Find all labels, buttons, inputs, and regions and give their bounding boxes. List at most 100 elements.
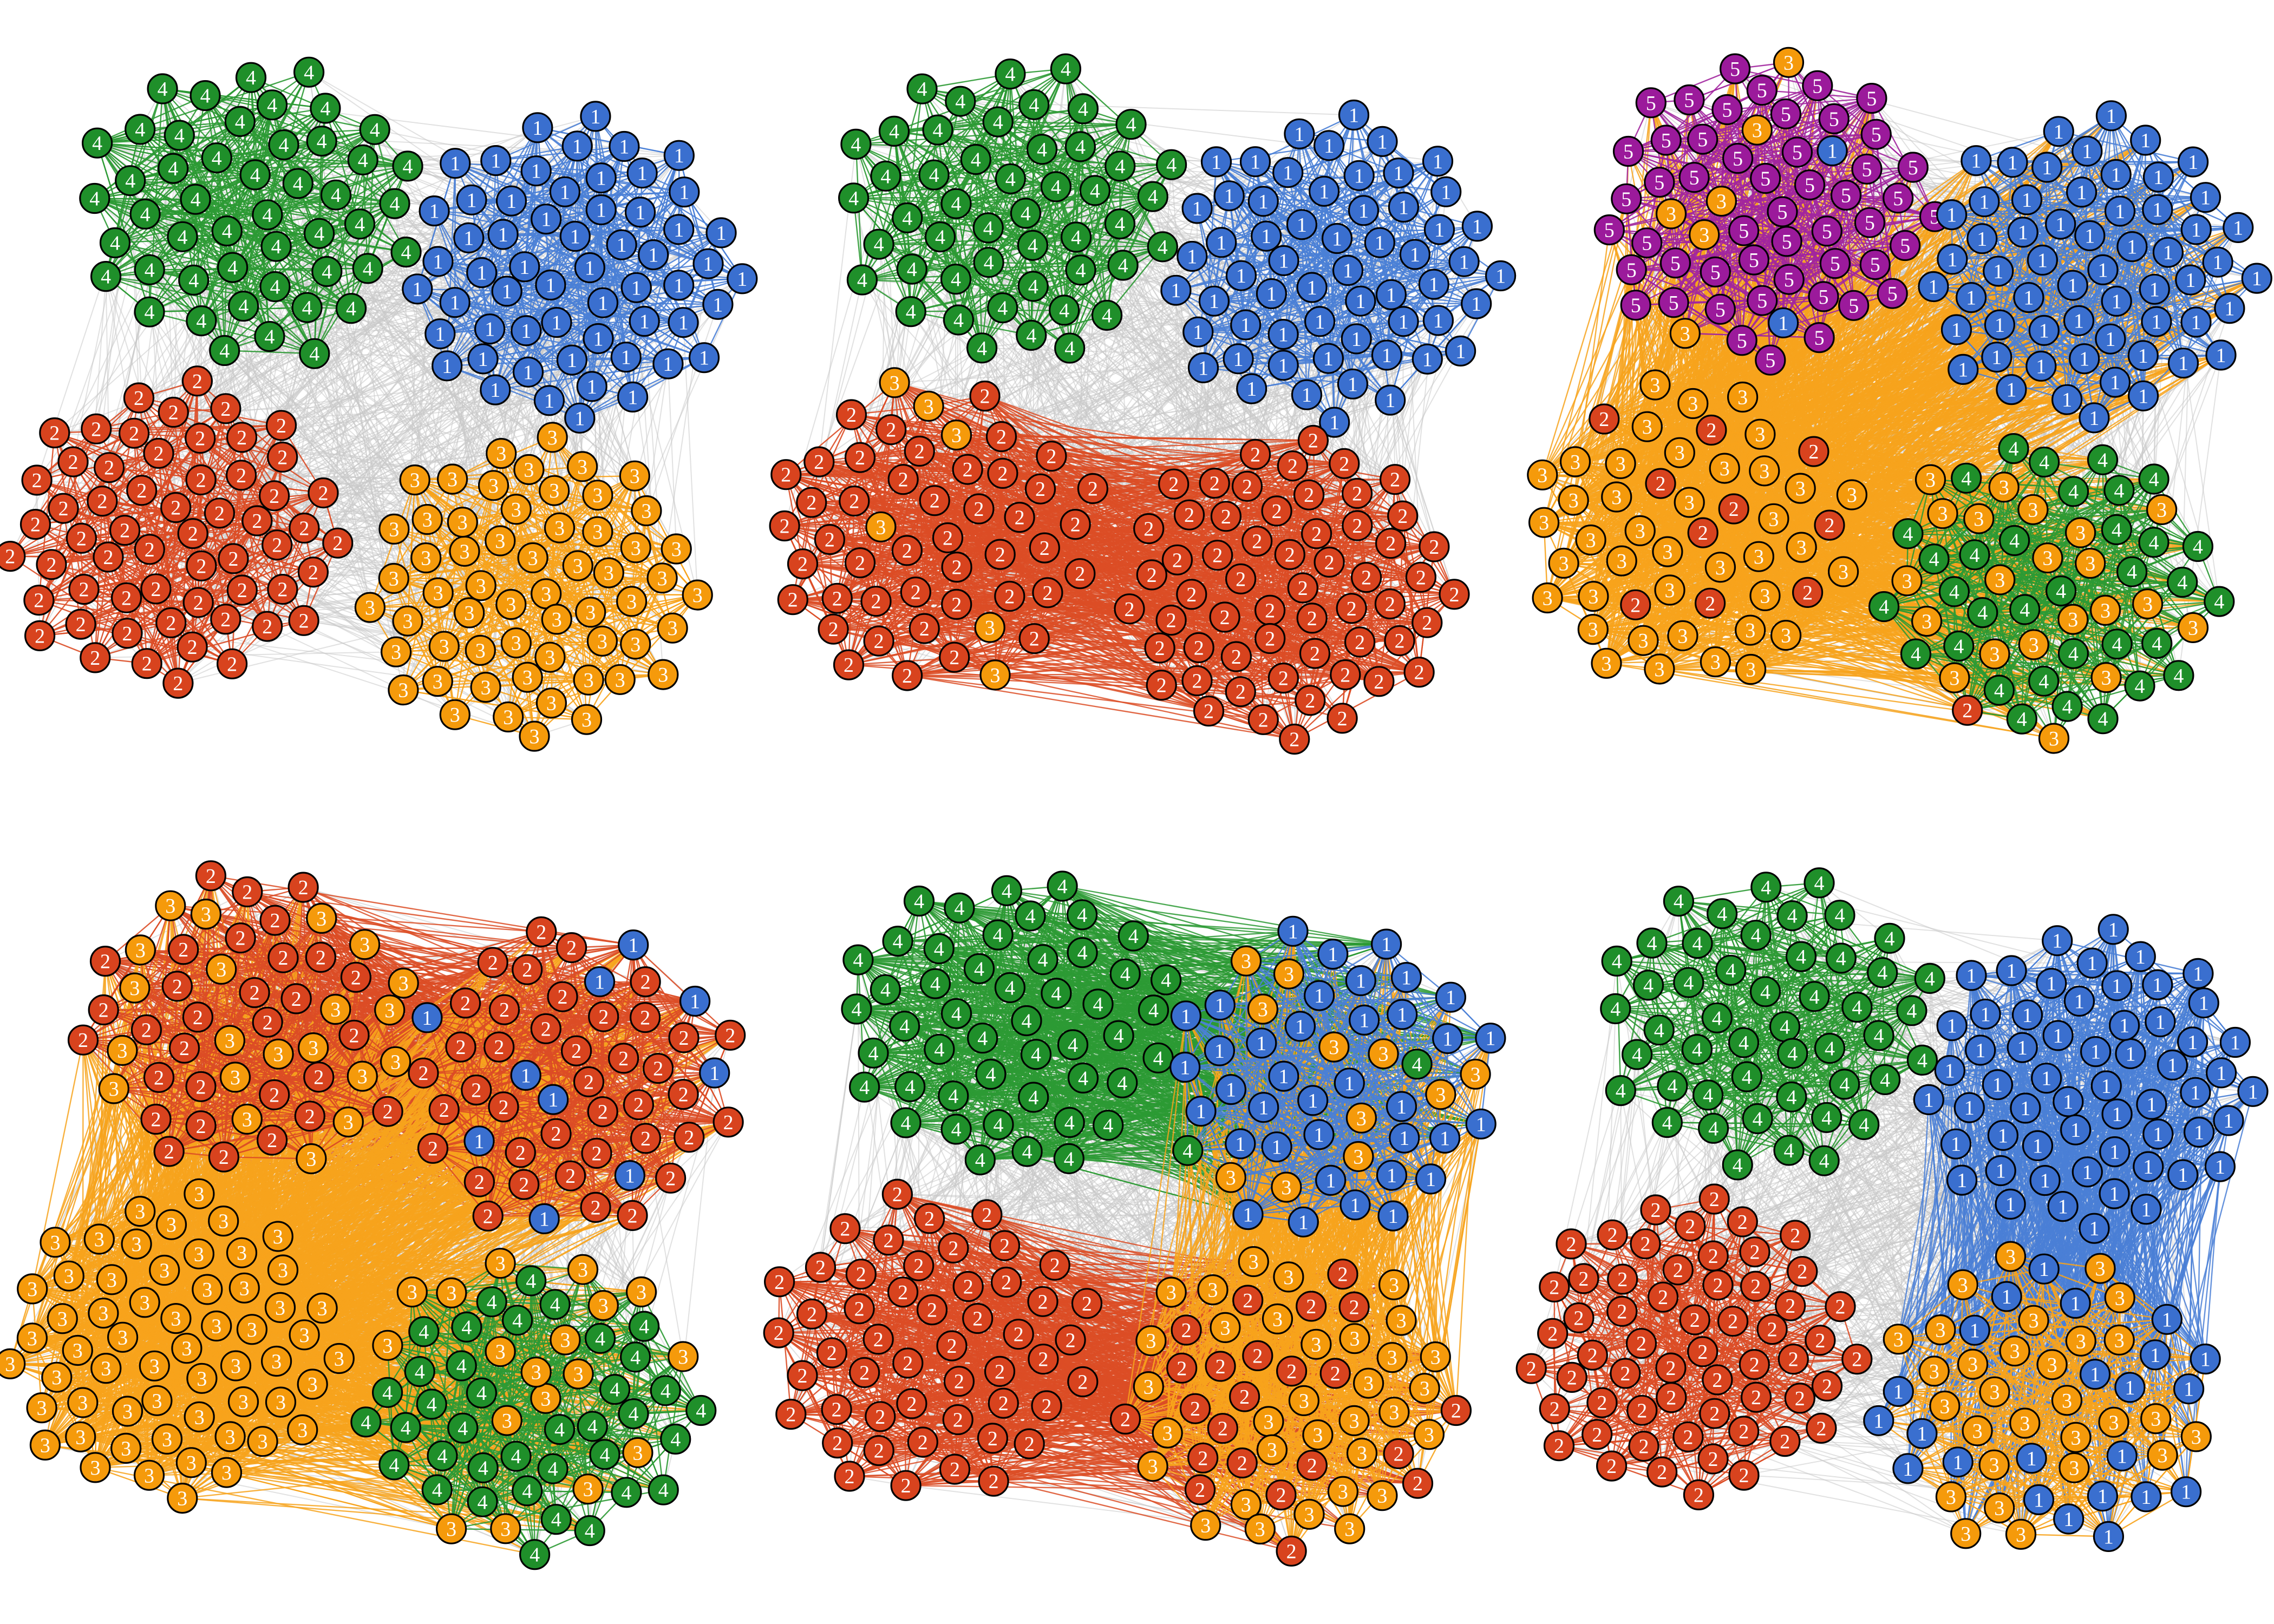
node-community-4: 4 — [305, 219, 334, 248]
node-community-1: 1 — [488, 220, 518, 249]
node-circle — [664, 271, 694, 300]
node-circle — [292, 293, 322, 322]
node-community-4: 4 — [126, 115, 155, 144]
node-circle — [348, 145, 377, 174]
node-community-2: 2 — [309, 479, 338, 508]
node-circle — [649, 660, 678, 689]
node-community-3: 3 — [648, 564, 677, 593]
node-community-4: 4 — [92, 262, 121, 291]
node-community-4: 4 — [348, 145, 377, 174]
node-community-1: 1 — [475, 315, 505, 344]
node-community-4: 4 — [380, 189, 409, 218]
node-circle — [514, 455, 544, 484]
node-circle — [268, 575, 297, 604]
node-circle — [353, 254, 382, 283]
node-community-2: 2 — [161, 493, 191, 522]
node-circle — [380, 514, 409, 543]
node-community-4: 4 — [237, 63, 266, 92]
node-circle — [312, 257, 342, 286]
node-community-1: 1 — [441, 149, 470, 178]
node-circle — [523, 113, 552, 142]
node-community-2: 2 — [298, 558, 328, 587]
node-community-2: 2 — [253, 612, 282, 641]
node-community-1: 1 — [630, 307, 659, 336]
node-community-3: 3 — [380, 514, 409, 543]
node-community-3: 3 — [450, 536, 479, 566]
node-community-2: 2 — [159, 398, 188, 427]
node-community-3: 3 — [382, 637, 411, 666]
node-community-1: 1 — [420, 197, 449, 226]
node-community-4: 4 — [218, 253, 247, 282]
node-circle — [577, 372, 606, 401]
node-community-1: 1 — [557, 345, 586, 375]
node-community-2: 2 — [95, 453, 124, 482]
node-community-2: 2 — [69, 575, 99, 604]
node-community-4: 4 — [312, 257, 342, 286]
node-community-4: 4 — [101, 228, 130, 258]
node-circle — [159, 398, 188, 427]
node-community-1: 1 — [589, 288, 618, 317]
node-community-3: 3 — [632, 496, 661, 526]
edge — [668, 364, 676, 549]
node-circle — [186, 424, 215, 453]
node-community-1: 1 — [534, 386, 564, 415]
node-circle — [135, 297, 164, 326]
node-circle — [583, 517, 612, 546]
node-community-4: 4 — [258, 90, 287, 120]
node-circle — [243, 506, 272, 535]
node-community-3: 3 — [486, 526, 515, 555]
node-community-1: 1 — [728, 264, 757, 293]
node-circle — [300, 339, 329, 368]
node-circle — [471, 673, 500, 702]
node-circle — [88, 487, 117, 516]
node-community-3: 3 — [429, 632, 459, 661]
node-circle — [165, 121, 194, 150]
node-circle — [156, 608, 186, 637]
node-community-2: 2 — [243, 506, 272, 535]
node-community-3: 3 — [587, 626, 617, 656]
node-circle — [211, 605, 240, 634]
node-community-2: 2 — [40, 418, 69, 448]
node-community-3: 3 — [545, 513, 574, 542]
node-community-3: 3 — [537, 689, 566, 718]
node-circle — [475, 315, 505, 344]
node-community-1: 1 — [586, 163, 616, 193]
node-circle — [611, 343, 641, 372]
node-community-2: 2 — [94, 542, 123, 572]
node-community-2: 2 — [113, 619, 142, 648]
node-community-3: 3 — [574, 665, 603, 695]
node-circle — [703, 290, 733, 319]
node-community-3: 3 — [576, 598, 605, 627]
node-community-2: 2 — [110, 516, 140, 545]
node-circle — [669, 308, 698, 337]
node-circle — [628, 159, 657, 188]
node-circle — [268, 442, 297, 472]
node-circle — [583, 481, 612, 510]
node-community-4: 4 — [300, 339, 329, 368]
node-circle — [382, 637, 411, 666]
node-circle — [81, 643, 110, 672]
node-community-2: 2 — [81, 643, 110, 672]
node-community-1: 1 — [565, 403, 594, 433]
node-circle — [161, 493, 191, 522]
node-community-4: 4 — [116, 166, 145, 195]
node-circle — [492, 277, 521, 306]
node-circle — [572, 705, 602, 734]
node-circle — [237, 63, 266, 92]
node-circle — [610, 132, 639, 161]
node-community-3: 3 — [518, 543, 547, 572]
node-community-4: 4 — [255, 322, 284, 351]
node-circle — [728, 264, 757, 293]
node-community-2: 2 — [290, 514, 319, 543]
node-circle — [497, 186, 526, 215]
node-circle — [225, 107, 254, 136]
node-circle — [662, 534, 691, 564]
node-circle — [486, 526, 515, 555]
node-circle — [253, 200, 282, 230]
node-community-2: 2 — [263, 531, 292, 560]
node-circle — [501, 495, 531, 524]
node-community-1: 1 — [610, 132, 639, 161]
node-circle — [455, 598, 484, 627]
node-circle — [514, 357, 543, 387]
node-circle — [67, 523, 96, 553]
